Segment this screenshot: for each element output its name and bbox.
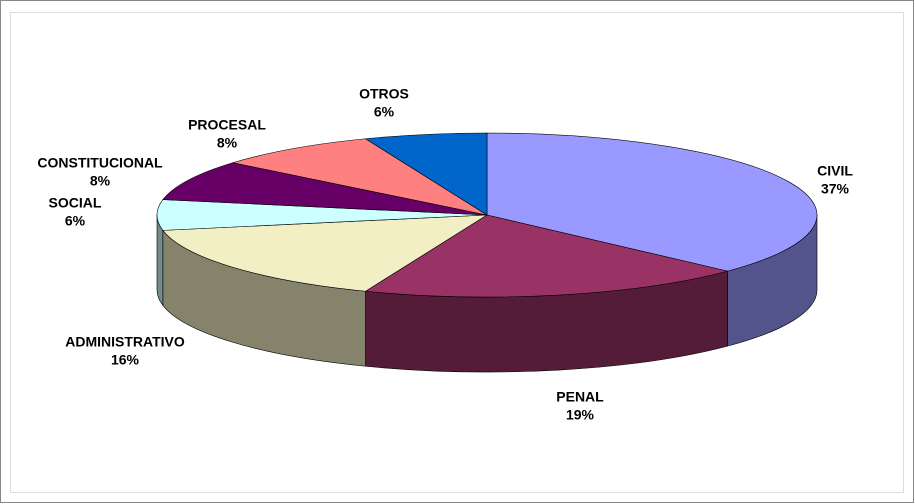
slice-label: SOCIAL: [49, 195, 102, 211]
slice: [162, 162, 488, 216]
slice: [364, 214, 728, 298]
slice-value-label: 16%: [111, 352, 140, 368]
slice: [156, 199, 488, 231]
slice: [162, 214, 489, 292]
slice-value-label: 8%: [90, 173, 111, 189]
slice: [486, 132, 818, 272]
slice-label: ADMINISTRATIVO: [65, 334, 185, 350]
slice-label: CONSTITUCIONAL: [37, 155, 163, 171]
slice-value-label: 6%: [65, 213, 86, 229]
plot-frame: [10, 12, 904, 493]
slice-label: PROCESAL: [188, 117, 266, 133]
slice: [364, 132, 488, 216]
slice-value-label: 37%: [821, 181, 850, 197]
slice-label: OTROS: [359, 86, 409, 102]
slice-value-label: 8%: [217, 135, 238, 151]
slice-value-label: 6%: [374, 104, 395, 120]
slice-value-label: 19%: [566, 407, 595, 423]
slice-label: CIVIL: [817, 163, 853, 179]
slice-label: PENAL: [556, 389, 604, 405]
slice: [232, 138, 488, 216]
